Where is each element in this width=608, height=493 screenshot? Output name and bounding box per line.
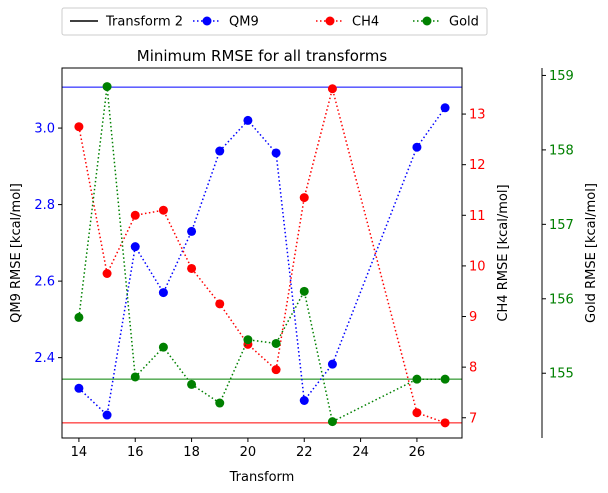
data-point-gold [243, 335, 253, 345]
data-point-gold [215, 398, 225, 408]
data-point-ch4 [102, 268, 112, 278]
legend-frame [61, 7, 488, 36]
legend-entry-qm9: QM9 [193, 15, 259, 30]
data-point-ch4 [440, 418, 450, 428]
legend-marker [325, 16, 335, 26]
data-point-gold [102, 82, 112, 92]
legend-label: Gold [449, 15, 479, 30]
legend-entry-transform-2: Transform 2 [70, 15, 183, 30]
data-point-ch4 [187, 263, 197, 273]
series-qm9 [74, 103, 450, 420]
data-point-qm9 [271, 148, 281, 158]
data-point-ch4 [271, 365, 281, 375]
data-point-ch4 [215, 299, 225, 309]
y-axis-ch4: 7 8 9 10 11 12 13 CH4 RMSE [kcal/mol] [462, 108, 511, 426]
data-point-ch4 [299, 193, 309, 203]
data-point-gold [440, 374, 450, 384]
y-tick-label-gold: 156 [549, 292, 574, 307]
y-tick-label-qm9: 2.8 [34, 198, 55, 213]
x-axis-label: Transform [229, 470, 295, 485]
legend-entry-gold: Gold [413, 15, 479, 30]
legend-entry-ch4: CH4 [316, 15, 379, 30]
plot-frame [61, 67, 463, 439]
x-tick-label: 26 [409, 445, 426, 460]
data-point-ch4 [130, 210, 140, 220]
y-tick-label-ch4: 10 [469, 259, 486, 274]
y-axis-label-ch4: CH4 RMSE [kcal/mol] [496, 184, 511, 321]
reference-lines [62, 86, 462, 424]
data-point-ch4 [412, 408, 422, 418]
legend-marker [202, 16, 212, 26]
series-line-gold [78, 86, 446, 423]
series-line-qm9 [78, 107, 446, 417]
data-point-qm9 [299, 396, 309, 406]
y-tick-label-ch4: 13 [469, 108, 486, 123]
y-tick-label-qm9: 3.0 [34, 122, 55, 137]
data-point-gold [158, 342, 168, 352]
x-tick-label: 20 [240, 445, 257, 460]
data-point-qm9 [412, 142, 422, 152]
y-tick-label-ch4: 9 [469, 310, 477, 325]
y-tick-label-ch4: 8 [469, 361, 477, 376]
y-tick-label-ch4: 12 [469, 158, 486, 173]
y-tick-label-gold: 159 [549, 69, 574, 84]
x-tick-label: 22 [296, 445, 313, 460]
y-axis-qm9: 2.4 2.6 2.8 3.0 QM9 RMSE [kcal/mol] [9, 122, 62, 366]
x-tick-label: 16 [127, 445, 144, 460]
y-axes: 2.4 2.6 2.8 3.0 QM9 RMSE [kcal/mol] 7 8 9 10 11 12… [9, 68, 599, 438]
data-point-ch4 [158, 205, 168, 215]
legend: Transform 2 QM9 CH4 Gold [61, 7, 488, 36]
legend-label: QM9 [229, 15, 259, 30]
x-axis: 14 16 18 20 22 24 26 [71, 438, 426, 460]
y-tick-label-gold: 155 [549, 367, 574, 382]
legend-label: CH4 [352, 15, 379, 30]
y-tick-label-gold: 157 [549, 218, 574, 233]
data-point-qm9 [158, 288, 168, 298]
data-point-qm9 [440, 103, 450, 113]
x-tick-label: 14 [71, 445, 88, 460]
data-point-qm9 [102, 410, 112, 420]
series-gold [74, 82, 450, 427]
data-point-qm9 [215, 146, 225, 156]
x-tick-label: 18 [183, 445, 200, 460]
y-tick-label-qm9: 2.4 [34, 351, 55, 366]
y-axis-gold: 155 156 157 158 159 Gold RMSE [kcal/mol] [541, 68, 599, 438]
y-axis-label-gold: Gold RMSE [kcal/mol] [584, 183, 599, 323]
data-point-gold [327, 417, 337, 427]
legend-label: Transform 2 [105, 15, 183, 30]
series-line-ch4 [78, 85, 446, 424]
data-point-gold [271, 338, 281, 348]
data-point-qm9 [243, 115, 253, 125]
y-tick-label-gold: 158 [549, 143, 574, 158]
data-point-ch4 [74, 122, 84, 132]
data-point-qm9 [130, 242, 140, 252]
y-axis-label-qm9: QM9 RMSE [kcal/mol] [9, 183, 24, 323]
data-point-gold [187, 379, 197, 389]
y-tick-label-qm9: 2.6 [34, 275, 55, 290]
plot-area [61, 67, 463, 439]
x-tick-label: 24 [352, 445, 369, 460]
data-point-qm9 [74, 383, 84, 393]
chart-title: Minimum RMSE for all transforms [137, 47, 388, 65]
data-point-gold [412, 374, 422, 384]
series-layer [74, 82, 450, 428]
data-point-gold [299, 286, 309, 296]
series-ch4 [74, 84, 450, 428]
legend-marker [422, 16, 432, 26]
data-point-gold [74, 312, 84, 322]
data-point-qm9 [327, 359, 337, 369]
data-point-qm9 [187, 226, 197, 236]
y-tick-label-ch4: 7 [469, 411, 477, 426]
data-point-ch4 [327, 84, 337, 94]
data-point-gold [130, 372, 140, 382]
y-tick-label-ch4: 11 [469, 209, 486, 224]
